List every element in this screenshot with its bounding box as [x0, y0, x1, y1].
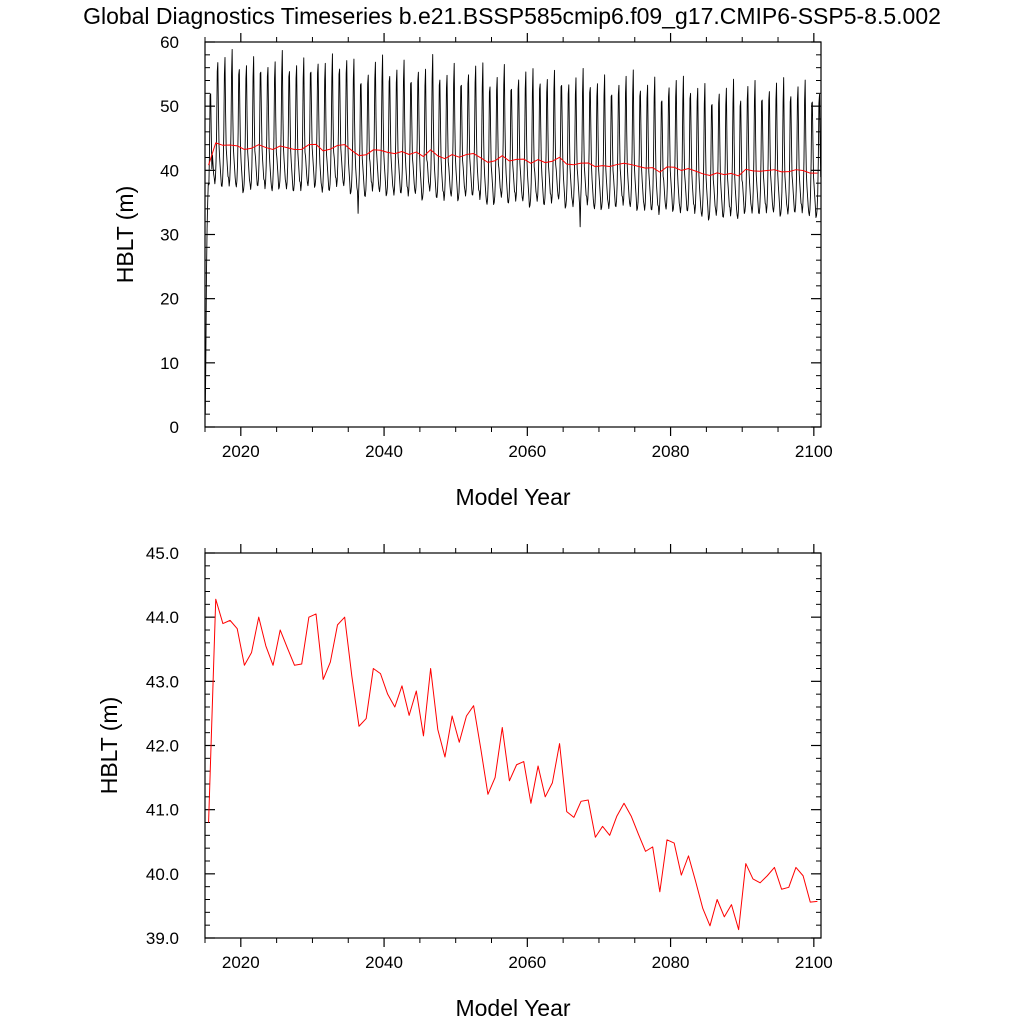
figure-title: Global Diagnostics Timeseries b.e21.BSSP… [83, 3, 941, 29]
monthly-hblt-series-line [204, 48, 822, 415]
y-tick-label: 41.0 [146, 801, 179, 820]
bottom-x-axis-label: Model Year [455, 995, 570, 1021]
y-tick-label: 30 [160, 226, 179, 245]
annual-mean-hblt-series-line [208, 598, 818, 931]
y-tick-label: 60 [160, 33, 179, 52]
x-tick-label: 2060 [508, 442, 546, 461]
bottom-tick-labels: 2020 2040 2060 2080 2100 39.0 40.0 41.0 42.0 43.0… [146, 544, 833, 972]
y-tick-label: 39.0 [146, 929, 179, 948]
bottom-chart-panel: 2020 2040 2060 2080 2100 39.0 40.0 41.0 42.0 43.0… [96, 544, 833, 1021]
top-ticks [204, 33, 821, 436]
x-tick-label: 2020 [222, 442, 260, 461]
y-tick-label: 43.0 [146, 672, 179, 691]
top-series [204, 48, 822, 415]
x-tick-label: 2080 [652, 442, 690, 461]
y-tick-label: 40 [160, 161, 179, 180]
x-tick-label: 2100 [795, 953, 833, 972]
y-tick-label: 50 [160, 97, 179, 116]
top-chart-panel: 2020 2040 2060 2080 2100 0 10 20 30 40 50 60 Model … [112, 33, 833, 510]
y-tick-label: 20 [160, 290, 179, 309]
bottom-plot-frame [204, 552, 822, 939]
y-tick-label: 0 [170, 418, 179, 437]
x-tick-label: 2100 [795, 442, 833, 461]
y-tick-label: 40.0 [146, 865, 179, 884]
x-tick-label: 2060 [508, 953, 546, 972]
x-tick-label: 2040 [365, 442, 403, 461]
x-tick-label: 2020 [222, 953, 260, 972]
bottom-series [208, 598, 818, 931]
y-tick-label: 44.0 [146, 608, 179, 627]
y-tick-label: 45.0 [146, 544, 179, 563]
y-tick-label: 42.0 [146, 737, 179, 756]
bottom-y-axis-label: HBLT (m) [96, 697, 122, 795]
top-x-axis-label: Model Year [455, 484, 570, 510]
bottom-ticks [204, 544, 821, 947]
annual-mean-hblt-series-line [208, 142, 818, 177]
y-tick-label: 10 [160, 354, 179, 373]
x-tick-label: 2080 [652, 953, 690, 972]
x-tick-label: 2040 [365, 953, 403, 972]
top-y-axis-label: HBLT (m) [112, 186, 138, 284]
top-tick-labels: 2020 2040 2060 2080 2100 0 10 20 30 40 50 60 [160, 33, 833, 461]
